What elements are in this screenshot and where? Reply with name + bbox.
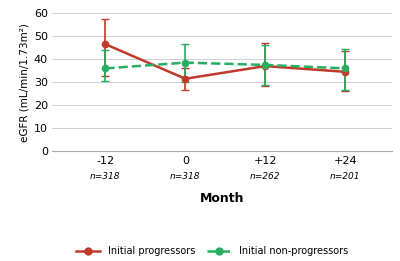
Text: n=318: n=318	[90, 172, 120, 181]
Text: Month: Month	[200, 192, 244, 205]
Text: n=201: n=201	[330, 172, 360, 181]
Legend: Initial progressors, Initial non-progressors: Initial progressors, Initial non-progres…	[76, 246, 348, 256]
Text: n=262: n=262	[250, 172, 280, 181]
Y-axis label: eGFR (mL/min/1.73m²): eGFR (mL/min/1.73m²)	[20, 23, 30, 142]
Text: n=318: n=318	[170, 172, 200, 181]
